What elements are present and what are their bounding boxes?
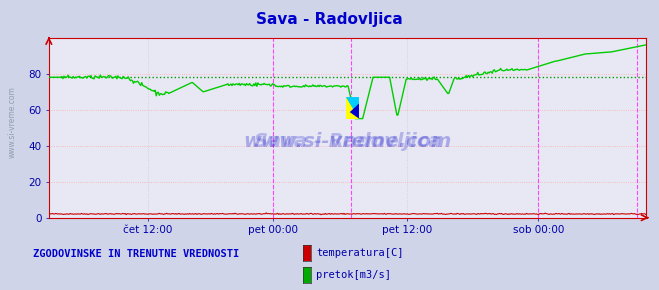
Polygon shape xyxy=(346,97,359,119)
Text: pretok[m3/s]: pretok[m3/s] xyxy=(316,270,391,280)
Text: www.si-vreme.com: www.si-vreme.com xyxy=(243,133,452,151)
Polygon shape xyxy=(350,104,359,119)
Text: Sava - Radovljica: Sava - Radovljica xyxy=(256,12,403,27)
Text: temperatura[C]: temperatura[C] xyxy=(316,248,404,258)
Text: www.si-vreme.com: www.si-vreme.com xyxy=(8,86,17,158)
Text: ZGODOVINSKE IN TRENUTNE VREDNOSTI: ZGODOVINSKE IN TRENUTNE VREDNOSTI xyxy=(33,249,239,259)
Text: Sava - Radovljica: Sava - Radovljica xyxy=(254,133,442,151)
Bar xyxy=(346,97,359,119)
